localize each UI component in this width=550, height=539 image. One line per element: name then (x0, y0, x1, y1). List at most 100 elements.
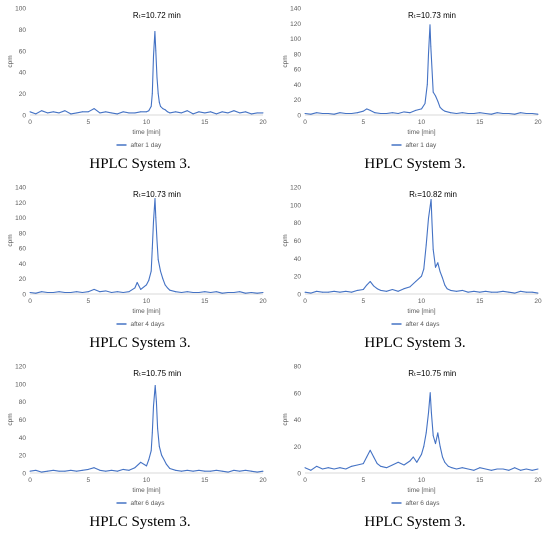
data-point (439, 106, 441, 108)
data-point (366, 108, 368, 110)
data-point (70, 469, 72, 471)
data-point (369, 109, 371, 111)
panel-3: 0 20 40 60 80 100 120 140 0 5 10 15 20 cpm time [min] R… (5, 179, 275, 358)
data-point (204, 291, 206, 293)
data-point (461, 289, 463, 291)
y-tick-label: 60 (294, 238, 302, 245)
x-tick-label: 0 (303, 119, 307, 126)
data-point (490, 469, 492, 471)
data-point (362, 463, 364, 465)
chart-svg: 0 20 40 60 80 100 120 140 0 5 10 15 20 cpm time [min] R… (282, 6, 542, 150)
y-tick-label: 80 (294, 364, 302, 371)
data-point (479, 291, 481, 293)
data-point (52, 469, 54, 471)
panel-1: 0 20 40 60 80 100 0 5 10 15 20 cpm time [min] Rₜ=10.7… (5, 0, 275, 179)
x-tick-label: 10 (418, 119, 426, 126)
y-axis-label: cpm (7, 55, 14, 67)
y-axis-label: cpm (282, 413, 289, 425)
x-tick-label: 20 (534, 477, 542, 484)
data-point (373, 285, 375, 287)
rt-annotation: Rₜ=10.73 min (408, 11, 456, 20)
data-point (58, 291, 60, 293)
data-point (427, 217, 429, 219)
data-point (429, 24, 431, 26)
y-tick-label: 80 (19, 230, 27, 237)
data-point (76, 291, 78, 293)
data-point (134, 467, 136, 469)
x-tick-label: 15 (476, 119, 484, 126)
data-point (508, 291, 510, 293)
data-point (403, 288, 405, 290)
x-tick-label: 5 (361, 119, 365, 126)
y-tick-label: 40 (294, 417, 302, 424)
data-point (427, 412, 429, 414)
data-point (321, 291, 323, 293)
y-tick-label: 0 (22, 113, 26, 120)
data-point (434, 443, 436, 445)
data-point (304, 291, 306, 293)
y-tick-label: 0 (297, 471, 301, 478)
data-point (146, 111, 147, 113)
data-point (93, 108, 95, 110)
data-point (380, 112, 382, 114)
data-point (473, 290, 475, 292)
y-tick-label: 60 (19, 246, 27, 253)
y-tick-label: 80 (19, 399, 27, 406)
data-point (430, 412, 432, 414)
data-point (169, 289, 171, 291)
x-tick-label: 5 (361, 477, 365, 484)
data-point (70, 113, 72, 115)
data-point (136, 282, 138, 284)
data-point (155, 217, 157, 219)
data-point (154, 385, 156, 387)
x-tick-label: 10 (143, 119, 151, 126)
data-point (262, 291, 264, 293)
y-tick-label: 20 (294, 444, 302, 451)
data-point (134, 287, 136, 289)
data-point (140, 288, 142, 290)
data-point (52, 291, 54, 293)
data-point (87, 291, 89, 293)
data-point (374, 112, 376, 114)
y-tick-label: 20 (19, 276, 27, 283)
data-point (46, 291, 48, 293)
data-point (256, 292, 258, 294)
data-point (386, 290, 388, 292)
data-point (175, 291, 177, 293)
data-point (250, 113, 252, 115)
y-tick-label: 20 (294, 97, 302, 104)
data-point (164, 109, 166, 111)
data-point (525, 112, 527, 114)
x-tick-label: 0 (28, 298, 32, 305)
y-tick-label: 0 (297, 113, 301, 120)
data-point (403, 111, 405, 113)
data-point (52, 111, 54, 113)
data-point (432, 435, 434, 437)
data-point (439, 445, 441, 447)
x-tick-label: 5 (86, 298, 90, 305)
y-tick-label: 120 (15, 200, 26, 207)
data-point (76, 470, 78, 472)
data-point (165, 463, 167, 465)
data-point (437, 262, 439, 264)
data-point (423, 268, 425, 270)
data-point (175, 469, 177, 471)
data-point (152, 55, 154, 57)
data-point (154, 197, 156, 199)
data-point (520, 112, 522, 114)
data-point (204, 470, 206, 472)
data-point (64, 110, 66, 112)
data-point (430, 198, 432, 200)
y-tick-label: 40 (19, 435, 27, 442)
data-point (490, 113, 492, 115)
x-tick-label: 20 (259, 477, 267, 484)
y-tick-label: 120 (15, 364, 26, 371)
data-point (186, 110, 188, 112)
y-tick-label: 0 (297, 292, 301, 299)
data-point (409, 460, 411, 462)
y-tick-label: 100 (15, 6, 26, 13)
data-point (376, 288, 378, 290)
data-point (316, 290, 318, 292)
data-point (151, 93, 153, 95)
data-point (134, 112, 136, 114)
